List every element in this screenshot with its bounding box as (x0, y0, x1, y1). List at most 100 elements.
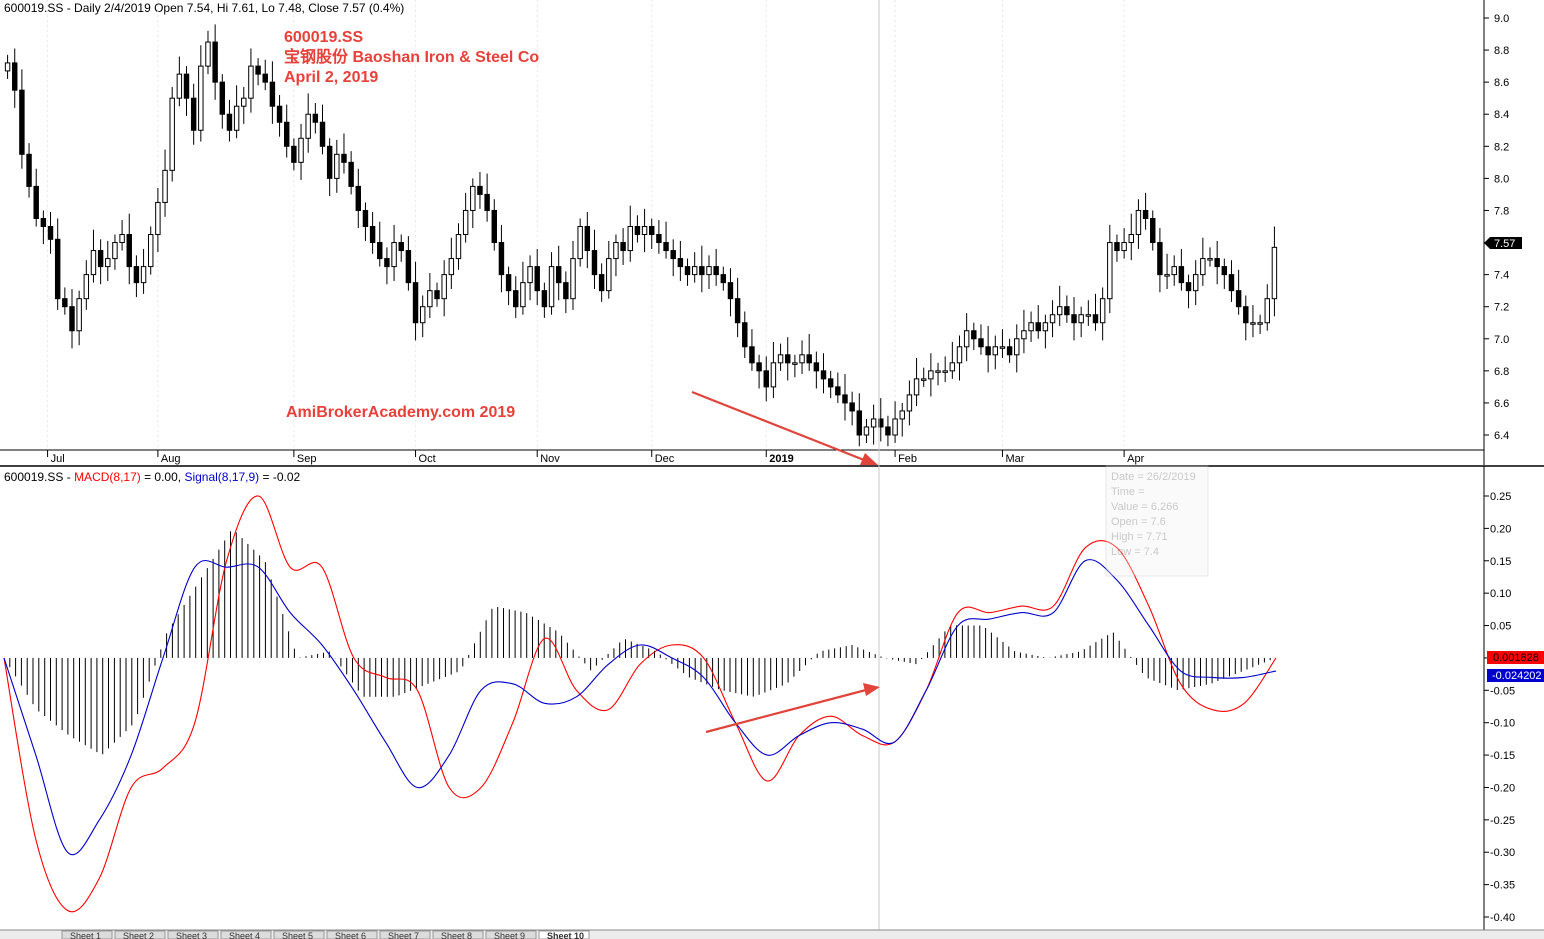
candle (978, 324, 984, 355)
candle (119, 220, 125, 251)
candle (513, 276, 519, 318)
candle (248, 48, 254, 113)
candle (1078, 306, 1084, 338)
candle (1042, 314, 1049, 349)
candle (40, 210, 47, 245)
candle (713, 248, 719, 286)
candle (1228, 260, 1235, 302)
sheet-tab-label: Sheet 7 (388, 931, 419, 939)
sheet-tab[interactable]: Sheet 8 (432, 930, 484, 939)
candle (706, 255, 712, 290)
candle (949, 341, 956, 379)
candle (856, 393, 863, 447)
month-label: Aug (161, 453, 181, 465)
candle (613, 234, 619, 277)
candle (477, 171, 483, 209)
candle (33, 168, 39, 227)
sheet-tab[interactable]: Sheet 2 (114, 930, 166, 939)
sheet-tab[interactable]: Sheet 5 (273, 930, 325, 939)
candle (1264, 284, 1270, 331)
candle (83, 260, 90, 310)
price-header: 600019.SS - Daily 2/4/2019 Open 7.54, Hi… (4, 1, 404, 15)
candle (434, 282, 440, 307)
candle (1114, 234, 1120, 262)
sheet-tab-bar: Sheet 1 Sheet 2 Sheet 3 Sheet 4 Sheet 5 Sheet… (0, 929, 1544, 939)
tooltip-line-6: Low = 7.4 (1111, 546, 1159, 558)
candle (205, 30, 211, 75)
macd-divergence-arrow (705, 688, 867, 734)
candle (1014, 324, 1020, 373)
candle (148, 226, 154, 275)
candle (598, 263, 605, 302)
candle (756, 354, 762, 389)
sheet-tab[interactable]: Sheet 1 (61, 930, 113, 939)
candle (799, 340, 805, 375)
sheet-tab[interactable]: Sheet 3 (167, 930, 219, 939)
candle (1092, 293, 1099, 331)
sheet-tab-label: Sheet 8 (441, 931, 472, 939)
macd-panel: 600019.SS - MACD(8,17) = 0.00, Signal(8,… (3, 465, 1544, 930)
candle (992, 335, 999, 370)
candle (1028, 311, 1034, 342)
candle (691, 252, 698, 283)
sheet-tab[interactable]: Sheet 6 (326, 930, 378, 939)
candle (1171, 255, 1177, 286)
sheet-tab[interactable]: Sheet 7 (379, 930, 431, 939)
signal-line (3, 559, 1277, 856)
candle (348, 151, 354, 195)
macd-label: MACD(8,17) (74, 470, 141, 484)
annotation-ticker: 600019.SS (284, 29, 364, 46)
candle (956, 335, 963, 381)
macd-header: 600019.SS - MACD(8,17) = 0.00, Signal(8,… (4, 470, 301, 484)
candle (555, 245, 562, 301)
candle (1214, 240, 1220, 285)
candle (1135, 199, 1142, 249)
tooltip-line-1: Date = 26/2/2019 (1111, 471, 1196, 483)
macd-value: = 0.00, (141, 470, 185, 484)
price-y-tick-label: 7.4 (1494, 270, 1509, 282)
month-label: Dec (655, 453, 675, 465)
candle (291, 138, 297, 171)
annotation-date: April 2, 2019 (284, 69, 378, 86)
candle (226, 99, 233, 142)
candle (355, 168, 362, 229)
candle (498, 224, 505, 293)
sheet-tab-label: Sheet 1 (70, 931, 101, 939)
candle (684, 258, 691, 286)
candle (26, 143, 32, 198)
candle (842, 374, 848, 421)
month-label: Oct (419, 453, 436, 465)
candle (12, 48, 18, 108)
signal-value-badge-text: -0.024202 (1492, 670, 1542, 682)
sheet-tab[interactable]: Sheet 10 (538, 930, 590, 939)
price-x-axis: Jul Aug Sep Oct Nov Dec 2019 Feb Mar Apr (47, 0, 1145, 465)
candle (384, 247, 390, 285)
price-y-tick-label: 6.6 (1494, 398, 1509, 410)
sheet-tab[interactable]: Sheet 9 (485, 930, 537, 939)
macd-y-tick-label: -0.40 (1490, 912, 1515, 924)
price-y-tick-label: 6.8 (1494, 366, 1509, 378)
candle (76, 290, 82, 346)
candle (326, 138, 333, 197)
candle (441, 260, 447, 317)
candle (112, 234, 118, 270)
candle (849, 391, 855, 426)
candle (806, 333, 812, 371)
month-label: Feb (898, 453, 917, 465)
candle (1150, 210, 1156, 251)
sheet-tab[interactable]: Sheet 4 (220, 930, 272, 939)
macd-y-tick-label: 0.10 (1490, 588, 1511, 600)
price-y-tick-label: 8.8 (1494, 45, 1509, 57)
candle (1056, 285, 1063, 326)
candle (398, 234, 404, 262)
month-label: Sep (297, 453, 317, 465)
candle (813, 351, 820, 389)
candlestick-series (4, 24, 1278, 447)
candle (1185, 274, 1192, 309)
tooltip-line-2: Time = (1111, 486, 1145, 498)
price-y-tick-label: 6.4 (1494, 430, 1509, 442)
candle (863, 418, 870, 444)
macd-y-tick-label: -0.15 (1490, 750, 1515, 762)
candle (763, 356, 769, 402)
candle (1235, 269, 1242, 315)
